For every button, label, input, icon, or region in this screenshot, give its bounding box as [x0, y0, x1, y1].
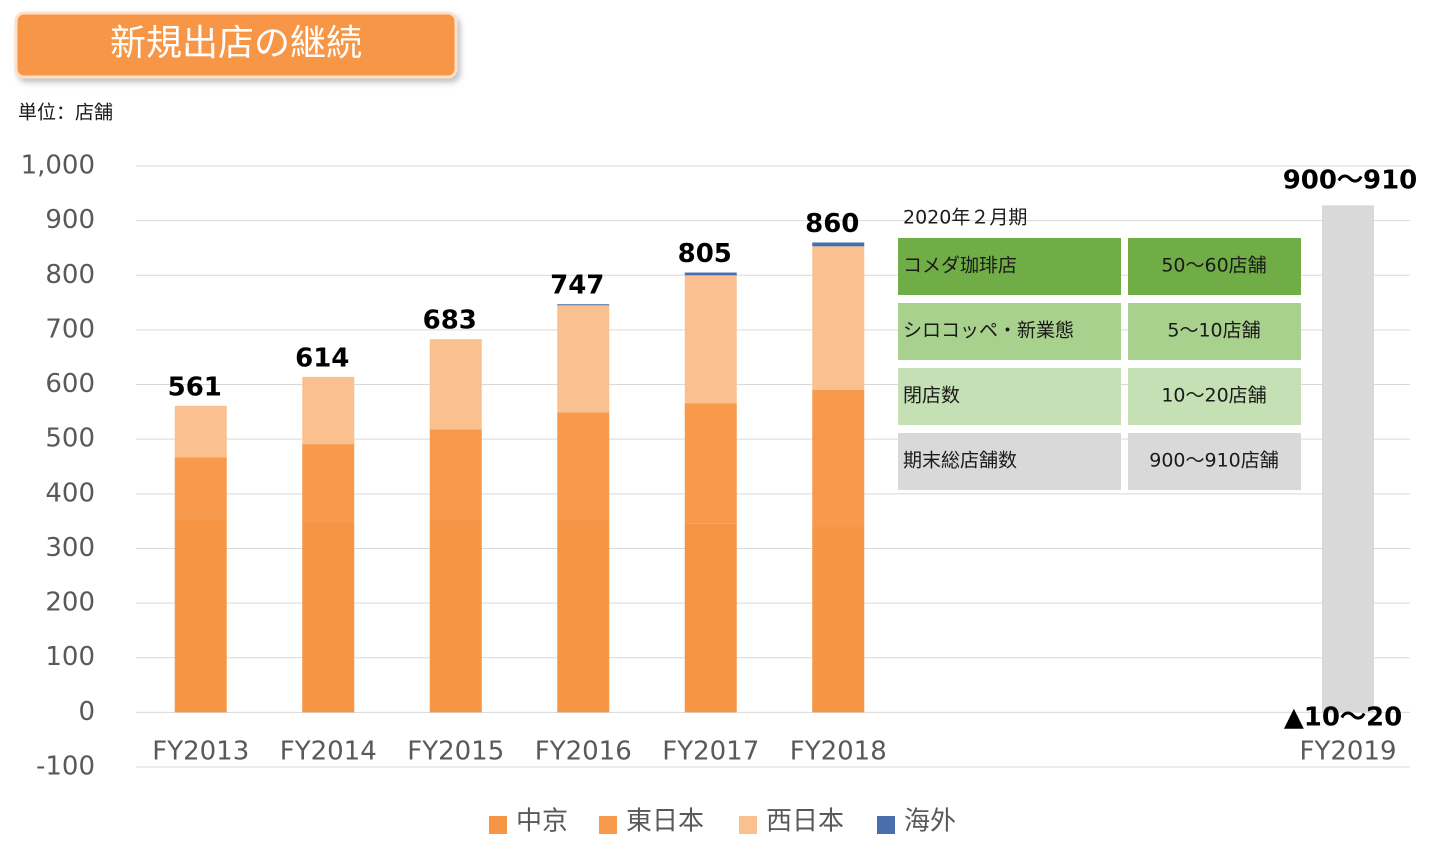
title-banner [14, 11, 458, 79]
table-cell [1128, 238, 1301, 295]
x-tick-label: FY2014 [280, 737, 377, 767]
bar-segment [429, 520, 482, 713]
x-tick-label: FY2018 [790, 737, 887, 767]
x-tick-label: FY2016 [535, 737, 632, 767]
total-label: 805 [678, 239, 732, 269]
total-label: 747 [550, 271, 604, 301]
bar-segment [684, 523, 737, 713]
unit-label: 単位：店舗 [18, 102, 113, 124]
bar-segment [302, 444, 355, 522]
total-label: 614 [295, 343, 349, 373]
chart-title: 新規出店の継続 [110, 23, 362, 64]
table-cell [898, 433, 1121, 490]
table-title: 2020年２月期 [903, 207, 1027, 229]
table-cell [898, 368, 1121, 425]
table-label: 閉店数 [903, 385, 960, 407]
legend-swatch [599, 816, 617, 834]
forecast-top-label: 900〜910 [1283, 166, 1418, 196]
bar-segment [174, 405, 227, 458]
y-tick-label: 0 [78, 697, 95, 727]
bar-segment [684, 403, 737, 524]
y-tick-label: 900 [45, 205, 95, 235]
forecast-bottom-label: ▲10〜20 [1284, 703, 1402, 733]
table-cell [1128, 433, 1301, 490]
legend-swatch [489, 816, 507, 834]
y-tick-label: 1,000 [21, 151, 95, 181]
table-value: 900〜910店舗 [1149, 450, 1279, 472]
legend-swatch [877, 816, 895, 834]
total-label: 561 [168, 372, 222, 402]
bar-segment [174, 519, 227, 713]
total-label: 683 [423, 306, 477, 336]
legend-swatch [739, 816, 757, 834]
bar-segment [812, 390, 865, 527]
bar-segment [557, 304, 610, 306]
y-tick-label: 700 [45, 314, 95, 344]
y-tick-label: 800 [45, 260, 95, 290]
total-label: 860 [805, 209, 859, 239]
table-cell [898, 303, 1121, 360]
table-cell [1128, 368, 1301, 425]
bar-segment [302, 521, 355, 713]
table-label: コメダ珈琲店 [903, 255, 1017, 277]
bar-segment [429, 339, 482, 430]
table-label: シロコッペ・新業態 [903, 320, 1074, 342]
y-tick-label: 400 [45, 478, 95, 508]
y-tick-label: 300 [45, 533, 95, 563]
bar-segment [557, 520, 610, 713]
x-tick-label: FY2017 [662, 737, 759, 767]
y-tick-label: -100 [36, 752, 95, 782]
legend-label: 中京 [516, 807, 568, 837]
bar-segment [557, 412, 610, 521]
y-tick-label: 100 [45, 642, 95, 672]
bar-segment [812, 526, 865, 713]
bar-segment [174, 457, 227, 520]
table-value: 10〜20店舗 [1161, 385, 1266, 407]
legend-label: 東日本 [626, 807, 704, 837]
bar-segment [684, 272, 737, 276]
bar-segment [684, 275, 737, 404]
y-tick-label: 200 [45, 588, 95, 618]
bar-segment [557, 305, 610, 413]
x-tick-label: FY2019 [1299, 737, 1396, 767]
bar-segment [812, 242, 865, 247]
bar-segment [812, 246, 865, 391]
forecast-bar [1322, 205, 1374, 713]
bar-segment [302, 376, 355, 445]
bar-segment [429, 429, 482, 521]
legend-label: 西日本 [766, 807, 844, 837]
table-label: 期末総店舗数 [903, 450, 1017, 472]
x-tick-label: FY2013 [152, 737, 249, 767]
legend-label: 海外 [904, 807, 956, 837]
table-value: 50〜60店舗 [1161, 255, 1266, 277]
table-value: 5〜10店舗 [1167, 320, 1260, 342]
x-tick-label: FY2015 [407, 737, 504, 767]
y-tick-label: 600 [45, 369, 95, 399]
y-tick-label: 500 [45, 424, 95, 454]
table-cell [898, 238, 1121, 295]
table-cell [1128, 303, 1301, 360]
